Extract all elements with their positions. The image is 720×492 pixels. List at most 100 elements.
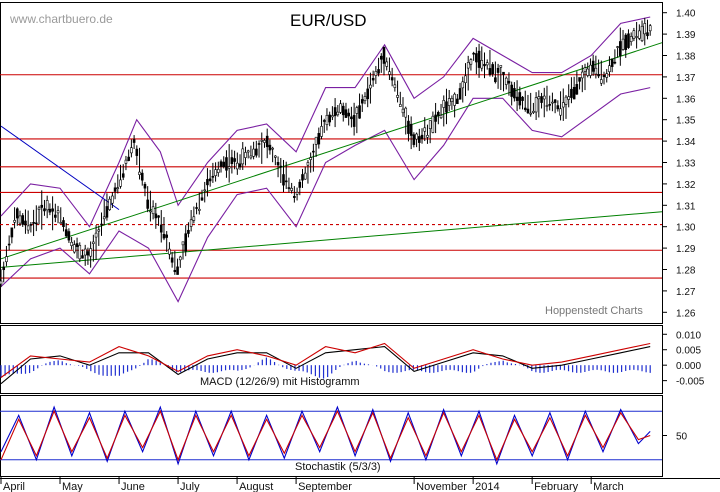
- candle-body: [0, 280, 3, 285]
- candle-body: [333, 107, 337, 117]
- candle-body: [113, 187, 117, 192]
- candle-body: [434, 114, 437, 122]
- candle-body: [102, 216, 106, 220]
- candle-body: [437, 112, 440, 116]
- series-layer: [0, 16, 663, 466]
- candle-body: [252, 148, 255, 157]
- candle-body: [404, 107, 408, 118]
- candle-body: [135, 148, 139, 156]
- candle-body: [325, 115, 329, 125]
- candle-body: [475, 53, 478, 63]
- candle-body: [127, 156, 130, 161]
- candle-body: [200, 197, 204, 201]
- candle-body: [526, 108, 530, 114]
- candle-body: [217, 169, 220, 173]
- candle-body: [111, 195, 114, 204]
- candle-body: [396, 95, 399, 98]
- candle-body: [556, 105, 560, 110]
- candle-body: [398, 104, 402, 107]
- candle-body: [542, 95, 546, 100]
- candle-body: [271, 147, 274, 150]
- candle-body: [439, 114, 443, 119]
- grid-lines: [0, 12, 667, 484]
- candle-body: [78, 245, 82, 260]
- month-label-1: May: [62, 481, 83, 492]
- candle-body: [176, 266, 179, 275]
- price-ytick-label-7: 1.33: [676, 159, 696, 170]
- candle-body: [507, 80, 511, 84]
- candle-body: [2, 266, 6, 271]
- candle-body: [121, 173, 125, 178]
- candle-body: [168, 248, 171, 255]
- candle-body: [491, 64, 494, 75]
- price-ytick-label-5: 1.35: [676, 116, 696, 127]
- candle-body: [211, 175, 215, 178]
- candle-body: [322, 120, 326, 122]
- price-ytick-label-2: 1.38: [676, 52, 696, 63]
- candle-body: [43, 208, 46, 212]
- candle-body: [360, 99, 364, 104]
- candle-body: [276, 162, 280, 166]
- candle-body: [379, 55, 383, 60]
- candle-body: [279, 165, 283, 168]
- month-label-3: July: [180, 481, 200, 492]
- candle-body: [347, 112, 350, 117]
- candle-body: [89, 248, 92, 257]
- candle-body: [100, 223, 103, 226]
- candle-body: [366, 88, 370, 100]
- candle-body: [610, 58, 614, 67]
- candle-body: [67, 231, 71, 241]
- candle-body: [132, 139, 136, 143]
- candle-body: [301, 174, 304, 181]
- candle-body: [92, 241, 95, 244]
- candle-body: [418, 136, 421, 143]
- macd-ytick-label-0: 0.010: [676, 330, 701, 341]
- trendline-0: [0, 42, 663, 260]
- candle-body: [320, 126, 323, 137]
- macd-series-1: [0, 342, 651, 378]
- candle-body: [75, 243, 79, 247]
- bollinger-lower-band: [0, 87, 651, 303]
- month-label-0: April: [3, 481, 25, 492]
- candle-body: [97, 229, 101, 232]
- credit-text: Hoppenstedt Charts: [545, 305, 643, 317]
- candle-body: [284, 180, 288, 183]
- candle-body: [456, 98, 459, 104]
- candle-body: [197, 208, 201, 211]
- stochastic-ytick-label-0: 50: [676, 432, 688, 443]
- candle-body: [586, 68, 590, 76]
- candle-body: [29, 224, 33, 226]
- candle-body: [646, 32, 649, 37]
- candle-body: [173, 269, 177, 273]
- candle-body: [32, 222, 35, 224]
- candle-body: [241, 148, 245, 165]
- candle-body: [328, 114, 331, 123]
- price-panel-frame: [0, 2, 663, 324]
- candle-body: [312, 150, 315, 153]
- candle-body: [64, 229, 68, 237]
- month-label-2: June: [121, 481, 145, 492]
- candle-body: [192, 216, 196, 221]
- candle-body: [423, 127, 427, 132]
- price-ytick-label-3: 1.37: [676, 73, 696, 84]
- month-label-7: 2014: [475, 481, 499, 492]
- macd-label: MACD (12/26/9) mit Histogramm: [200, 376, 360, 388]
- candle-body: [56, 210, 60, 214]
- candle-body: [236, 162, 239, 170]
- candles-group: [0, 17, 652, 288]
- price-ytick-label-4: 1.36: [676, 94, 696, 105]
- candle-body: [515, 96, 519, 101]
- price-ytick-label-6: 1.34: [676, 137, 696, 148]
- candle-body: [567, 96, 571, 100]
- candle-body: [597, 74, 600, 77]
- candle-body: [81, 255, 84, 259]
- trendline-1: [0, 211, 663, 268]
- candle-body: [477, 50, 481, 68]
- candle-body: [648, 25, 652, 32]
- macd-histogram: [0, 357, 651, 379]
- candle-body: [407, 120, 410, 134]
- candle-body: [591, 60, 595, 72]
- candle-body: [13, 220, 16, 223]
- candle-body: [640, 25, 644, 42]
- macd-ytick-label-3: -0.005: [676, 377, 705, 388]
